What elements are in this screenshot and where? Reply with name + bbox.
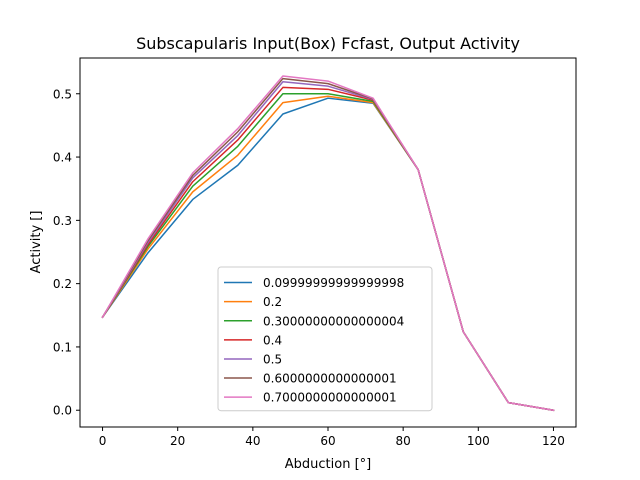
y-axis: 0.0 0.1 0.2 0.3 0.4 0.5	[53, 87, 80, 418]
x-tick-label: 60	[320, 434, 335, 448]
x-tick-label: 80	[396, 434, 411, 448]
legend-label: 0.30000000000000004	[263, 314, 404, 328]
y-axis-label: Activity []	[29, 211, 44, 274]
legend-label: 0.4	[263, 333, 282, 347]
series-lines	[101, 75, 555, 412]
y-tick-label: 0.5	[53, 87, 72, 101]
x-axis: 0 20 40 60 80 100 120	[99, 427, 565, 448]
legend: 0.09999999999999998 0.2 0.3000000000000000…	[217, 266, 433, 412]
legend-box	[217, 266, 433, 412]
x-tick-label: 20	[170, 434, 185, 448]
y-tick-label: 0.4	[53, 151, 72, 165]
y-tick-label: 0.1	[53, 340, 72, 354]
legend-label: 0.6000000000000001	[263, 372, 397, 386]
x-tick-label: 40	[245, 434, 260, 448]
chart-title: Subscapularis Input(Box) Fcfast, Output …	[136, 34, 520, 53]
legend-label: 0.5	[263, 352, 282, 366]
series-line-7	[101, 75, 555, 412]
y-tick-label: 0.2	[53, 277, 72, 291]
x-tick-label: 100	[467, 434, 490, 448]
y-tick-label: 0.3	[53, 214, 72, 228]
legend-label: 0.2	[263, 295, 282, 309]
x-tick-label: 0	[99, 434, 107, 448]
legend-label: 0.7000000000000001	[263, 391, 397, 405]
legend-label: 0.09999999999999998	[263, 276, 404, 290]
x-axis-label: Abduction [°]	[285, 457, 371, 472]
x-tick-label: 120	[542, 434, 565, 448]
y-tick-label: 0.0	[53, 404, 72, 418]
